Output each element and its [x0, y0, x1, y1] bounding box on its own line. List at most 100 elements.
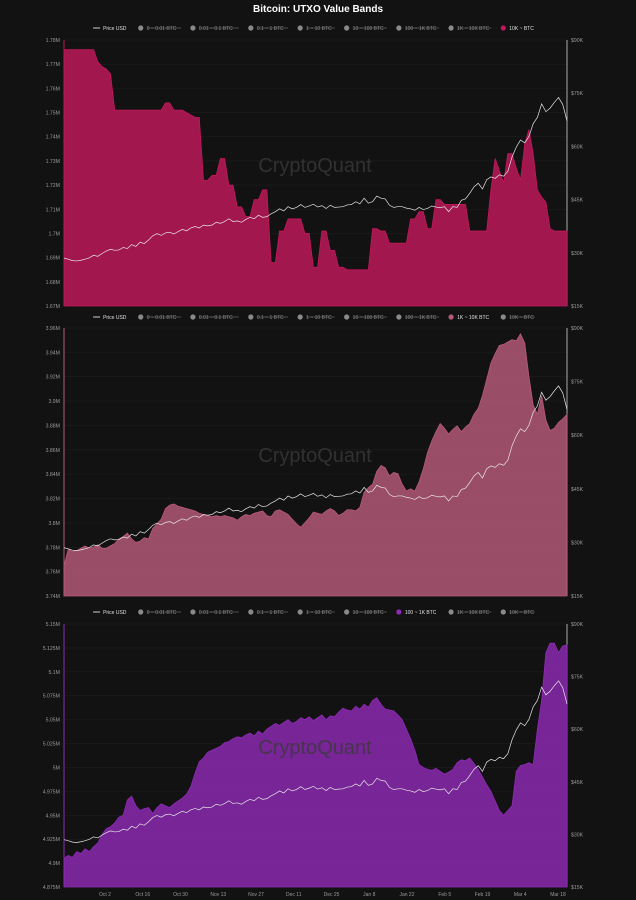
- legend-dot-marker: [190, 609, 196, 615]
- x-tick-label: Mar 4: [514, 892, 527, 898]
- legend-item[interactable]: 100 ~ 1K BTC: [396, 314, 440, 321]
- legend-label: 1 ~ 10 BTC: [306, 26, 332, 32]
- y-left-tick-label: 3.74M: [46, 594, 60, 600]
- legend-label: 0 ~ 0.01 BTC: [147, 26, 177, 32]
- y-right-tick-label: $60K: [571, 144, 584, 150]
- y-left-tick-label: 4.9M: [48, 861, 60, 867]
- legend-item[interactable]: 1 ~ 10 BTC: [297, 25, 335, 32]
- y-left-tick-label: 1.69M: [46, 256, 60, 262]
- legend-item[interactable]: 0.1 ~ 1 BTC: [248, 314, 289, 321]
- y-right-tick-label: $60K: [571, 433, 584, 439]
- legend-label: 0 ~ 0.01 BTC: [147, 610, 177, 616]
- y-right-tick-label: $90K: [571, 38, 584, 44]
- legend-item[interactable]: 0.01 ~ 0.1 BTC: [190, 609, 239, 616]
- y-left-tick-label: 1.76M: [46, 86, 60, 92]
- legend-item[interactable]: 1 ~ 10 BTC: [297, 314, 335, 321]
- y-left-tick-label: 1.77M: [46, 62, 60, 68]
- watermark: CryptoQuant: [258, 445, 372, 467]
- x-tick-label: Dec 25: [324, 892, 340, 898]
- y-left-tick-label: 3.8M: [48, 521, 60, 527]
- y-left-tick-label: 3.92M: [46, 375, 60, 381]
- legend-label: 10K ~ BTC: [509, 610, 534, 616]
- watermark: CryptoQuant: [258, 155, 372, 177]
- legend-item[interactable]: 100 ~ 1K BTC: [396, 609, 437, 616]
- y-right-tick-label: $30K: [571, 832, 584, 838]
- page-title: Bitcoin: UTXO Value Bands: [252, 4, 384, 15]
- legend-label: 100 ~ 1K BTC: [405, 26, 437, 32]
- legend-dot-marker: [396, 609, 402, 615]
- legend-item[interactable]: 10K ~ BTC: [500, 609, 535, 616]
- legend-item[interactable]: 10K ~ BTC: [500, 314, 535, 321]
- y-right-tick-label: $15K: [571, 885, 584, 891]
- legend-dot-marker: [396, 314, 402, 320]
- legend-label: Price USD: [103, 610, 127, 616]
- y-left-tick-label: 3.86M: [46, 448, 60, 454]
- y-right-tick-label: $75K: [571, 675, 584, 681]
- chart-panel-2: 3.74M 3.76M 3.78M 3.8M 3.82M 3.84M 3.86M 3.88M 3…: [46, 314, 584, 600]
- price-line: [63, 680, 568, 843]
- legend-item[interactable]: Price USD: [93, 610, 127, 616]
- legend-item[interactable]: 0.1 ~ 1 BTC: [248, 25, 289, 32]
- legend-dot-marker: [344, 25, 350, 31]
- y-right-tick-label: $90K: [571, 622, 584, 628]
- legend-label: 0.1 ~ 1 BTC: [257, 610, 284, 616]
- legend-item[interactable]: 0 ~ 0.01 BTC: [138, 314, 181, 321]
- y-left-tick-label: 4.875M: [43, 885, 60, 891]
- legend-dot-marker: [138, 25, 144, 31]
- legend-item[interactable]: 1K ~ 10K BTC: [448, 25, 492, 32]
- watermark: CryptoQuant: [258, 737, 372, 759]
- legend-label: 10 ~ 100 BTC: [353, 315, 384, 321]
- y-left-tick-label: 5.125M: [43, 646, 60, 652]
- legend-dot-marker: [344, 314, 350, 320]
- legend-item[interactable]: 0 ~ 0.01 BTC: [138, 609, 181, 616]
- legend-item[interactable]: Price USD: [93, 26, 127, 32]
- legend-dot-marker: [138, 609, 144, 615]
- y-right-tick-label: $15K: [571, 594, 584, 600]
- legend-item[interactable]: 10 ~ 100 BTC: [344, 25, 387, 32]
- x-tick-label: Oct 30: [173, 892, 188, 898]
- y-left-tick-label: 5.05M: [46, 718, 60, 724]
- x-tick-label: Mar 18: [550, 892, 566, 898]
- legend-dot-marker: [448, 314, 454, 320]
- y-left-tick-label: 1.68M: [46, 280, 60, 286]
- x-tick-label: Jan 22: [399, 892, 414, 898]
- legend-item[interactable]: 1K ~ 10K BTC: [448, 609, 492, 616]
- legend-dot-marker: [297, 25, 303, 31]
- legend-label: 0.01 ~ 0.1 BTC: [199, 610, 233, 616]
- legend: Price USD 0 ~ 0.01 BTC 0.01 ~ 0.1 BTC 0.1 ~…: [93, 609, 535, 616]
- legend-item[interactable]: 10 ~ 100 BTC: [344, 314, 387, 321]
- legend-item[interactable]: 0.01 ~ 0.1 BTC: [190, 314, 239, 321]
- legend-item[interactable]: 1 ~ 10 BTC: [297, 609, 335, 616]
- y-left-tick-label: 4.95M: [46, 813, 60, 819]
- y-left-tick-label: 1.78M: [46, 38, 60, 44]
- legend-item[interactable]: 1K ~ 10K BTC: [448, 314, 490, 321]
- y-left-tick-label: 5.075M: [43, 694, 60, 700]
- legend-label: 10K ~ BTC: [509, 315, 534, 321]
- legend-dot-marker: [344, 609, 350, 615]
- legend-item[interactable]: 0 ~ 0.01 BTC: [138, 25, 181, 32]
- y-left-tick-label: 3.88M: [46, 423, 60, 429]
- y-left-tick-label: 3.94M: [46, 350, 60, 356]
- legend-item[interactable]: 10 ~ 100 BTC: [344, 609, 387, 616]
- legend-dot-marker: [138, 314, 144, 320]
- chart-panel-3: 4.875M 4.9M 4.925M 4.95M 4.975M 5M 5.025M 5.05M…: [43, 609, 584, 898]
- legend-item[interactable]: 100 ~ 1K BTC: [396, 25, 440, 32]
- legend-label: 1K ~ 10K BTC: [457, 610, 489, 616]
- y-left-tick-label: 3.76M: [46, 570, 60, 576]
- legend-label: 0.1 ~ 1 BTC: [257, 26, 284, 32]
- legend-dot-marker: [297, 314, 303, 320]
- legend-item[interactable]: Price USD: [93, 315, 127, 321]
- legend-item[interactable]: 0.1 ~ 1 BTC: [248, 609, 289, 616]
- y-left-tick-label: 1.71M: [46, 207, 60, 213]
- legend-dot-marker: [500, 314, 506, 320]
- legend: Price USD 0 ~ 0.01 BTC 0.01 ~ 0.1 BTC 0.1 ~…: [93, 25, 535, 32]
- legend-label: 0.1 ~ 1 BTC: [257, 315, 284, 321]
- legend-label: 0.01 ~ 0.1 BTC: [199, 315, 233, 321]
- legend-label: 0.01 ~ 0.1 BTC: [199, 26, 233, 32]
- legend-item[interactable]: 10K ~ BTC: [500, 25, 535, 32]
- y-left-tick-label: 3.78M: [46, 545, 60, 551]
- x-tick-label: Feb 19: [475, 892, 491, 898]
- legend-item[interactable]: 0.01 ~ 0.1 BTC: [190, 25, 239, 32]
- y-left-tick-label: 5.025M: [43, 742, 60, 748]
